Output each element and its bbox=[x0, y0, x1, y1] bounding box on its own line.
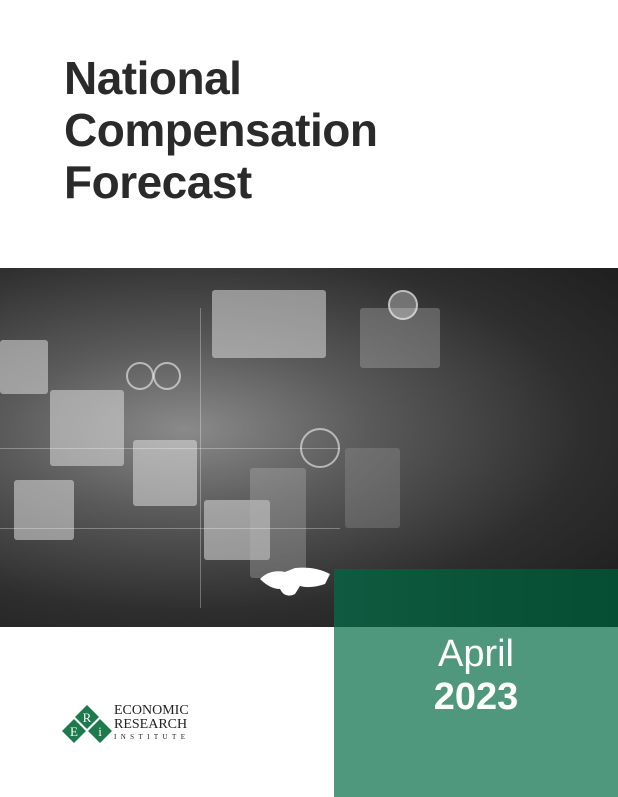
green-accent-band bbox=[334, 569, 618, 627]
hero-image-digital-dashboard bbox=[0, 268, 618, 627]
title-line: Forecast bbox=[64, 156, 252, 208]
logo-line: ECONOMIC bbox=[114, 703, 189, 718]
world-map-icon bbox=[260, 567, 330, 596]
eri-logo-mark: R E i bbox=[62, 705, 112, 743]
date-panel bbox=[334, 627, 618, 797]
eri-logo: R E i ECONOMIC RESEARCH INSTITUTE bbox=[62, 703, 212, 745]
document-title: National Compensation Forecast bbox=[64, 52, 378, 208]
title-line: National bbox=[64, 52, 242, 104]
svg-text:R: R bbox=[83, 710, 92, 725]
svg-text:i: i bbox=[98, 724, 102, 739]
issue-year: 2023 bbox=[433, 676, 519, 718]
title-line: Compensation bbox=[64, 104, 378, 156]
logo-line: RESEARCH bbox=[114, 717, 188, 732]
logo-line: INSTITUTE bbox=[114, 733, 190, 741]
issue-month: April bbox=[437, 633, 515, 675]
svg-text:E: E bbox=[70, 724, 78, 739]
